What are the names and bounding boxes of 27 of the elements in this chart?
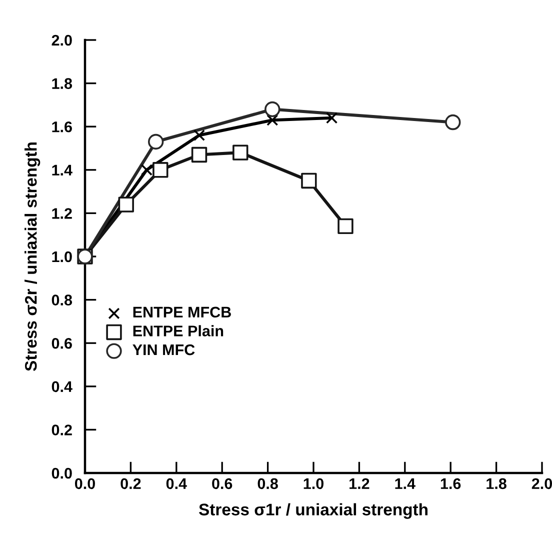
y-tick-label: 0.2 (52, 424, 72, 436)
y-tick-label: 2.0 (52, 34, 72, 46)
legend-label: ENTPE MFCB (133, 306, 231, 318)
y-tick-label: 0.8 (52, 294, 72, 306)
x-tick-label: 1.4 (395, 478, 416, 489)
x-tick-label: 0.2 (120, 478, 141, 490)
y-tick-label: 0.4 (52, 381, 72, 392)
x-tick-label: 0.6 (212, 478, 232, 490)
y-tick-label: 1.2 (52, 208, 72, 219)
y-tick-label: 0.6 (52, 338, 72, 349)
x-tick-label: 1.0 (304, 478, 324, 490)
x-tick-label: 1.8 (486, 478, 506, 490)
legend-label: ENTPE Plain (133, 325, 224, 336)
x-tick-label: 2.0 (532, 478, 552, 490)
y-tick-label: 1.0 (52, 251, 72, 262)
y-axis-title: Stress σ2r / uniaxial strength (24, 142, 40, 372)
y-tick-label: 1.4 (52, 164, 72, 176)
x-tick-label: 0.8 (258, 478, 278, 490)
x-tick-label: 0.0 (74, 478, 95, 490)
y-tick-label: 0.0 (52, 468, 72, 479)
y-tick-label: 1.8 (52, 78, 72, 89)
x-axis-title: Stress σ1r / uniaxial strength (198, 503, 428, 519)
x-tick-label: 0.4 (166, 478, 187, 490)
x-tick-label: 1.6 (440, 478, 461, 490)
legend-label: YIN MFC (132, 344, 195, 356)
y-tick-label: 1.6 (52, 121, 72, 132)
x-tick-label: 1.2 (350, 478, 370, 489)
